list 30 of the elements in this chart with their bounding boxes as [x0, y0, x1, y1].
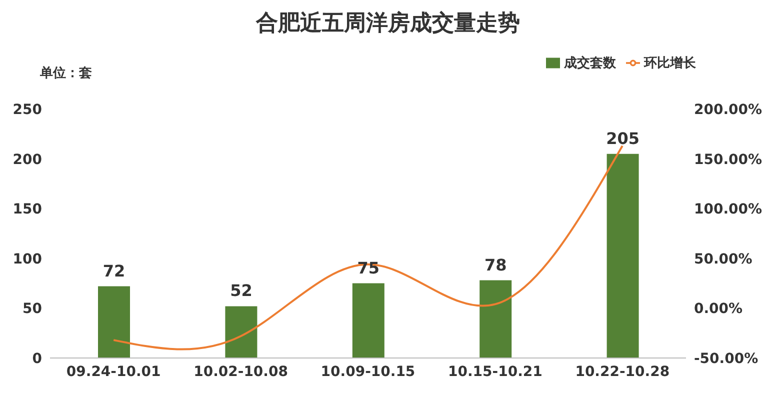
y-tick-label: 100	[12, 251, 42, 268]
bar	[225, 306, 258, 358]
y2-tick-label: 50.00%	[694, 251, 752, 268]
y-tick-label: 50	[22, 301, 42, 318]
y-tick-label: 150	[12, 202, 42, 218]
chart-title: 合肥近五周洋房成交量走势	[254, 10, 521, 38]
y2-tick-label: -50.00%	[694, 350, 758, 367]
legend-label: 环比增长	[644, 56, 696, 71]
y2-tick-label: 200.00%	[694, 102, 762, 118]
x-tick-label: 10.22-10.28	[575, 364, 670, 380]
y-tick-label: 250	[12, 102, 42, 118]
x-tick-label: 10.15-10.21	[448, 364, 542, 380]
data-label: 205	[606, 128, 640, 148]
bar	[480, 280, 512, 358]
y2-tick-label: 100.00%	[694, 202, 762, 218]
bar	[98, 286, 130, 358]
y-tick-label: 200	[12, 152, 42, 168]
data-label: 78	[484, 255, 507, 274]
data-label: 52	[230, 281, 252, 300]
x-tick-label: 10.09-10.15	[320, 364, 416, 380]
y2-tick-label: 0.00%	[694, 301, 743, 318]
y-tick-label: 0	[32, 350, 42, 367]
x-tick-label: 10.02-10.08	[194, 364, 288, 380]
y2-tick-label: 150.00%	[694, 152, 762, 168]
data-label: 72	[102, 261, 126, 280]
y-axis-title: 单位：套	[40, 65, 92, 82]
bar	[606, 154, 639, 358]
bar	[352, 283, 384, 358]
x-tick-label: 09.24-10.01	[66, 364, 161, 380]
legend-label: 成交套数	[564, 56, 616, 71]
